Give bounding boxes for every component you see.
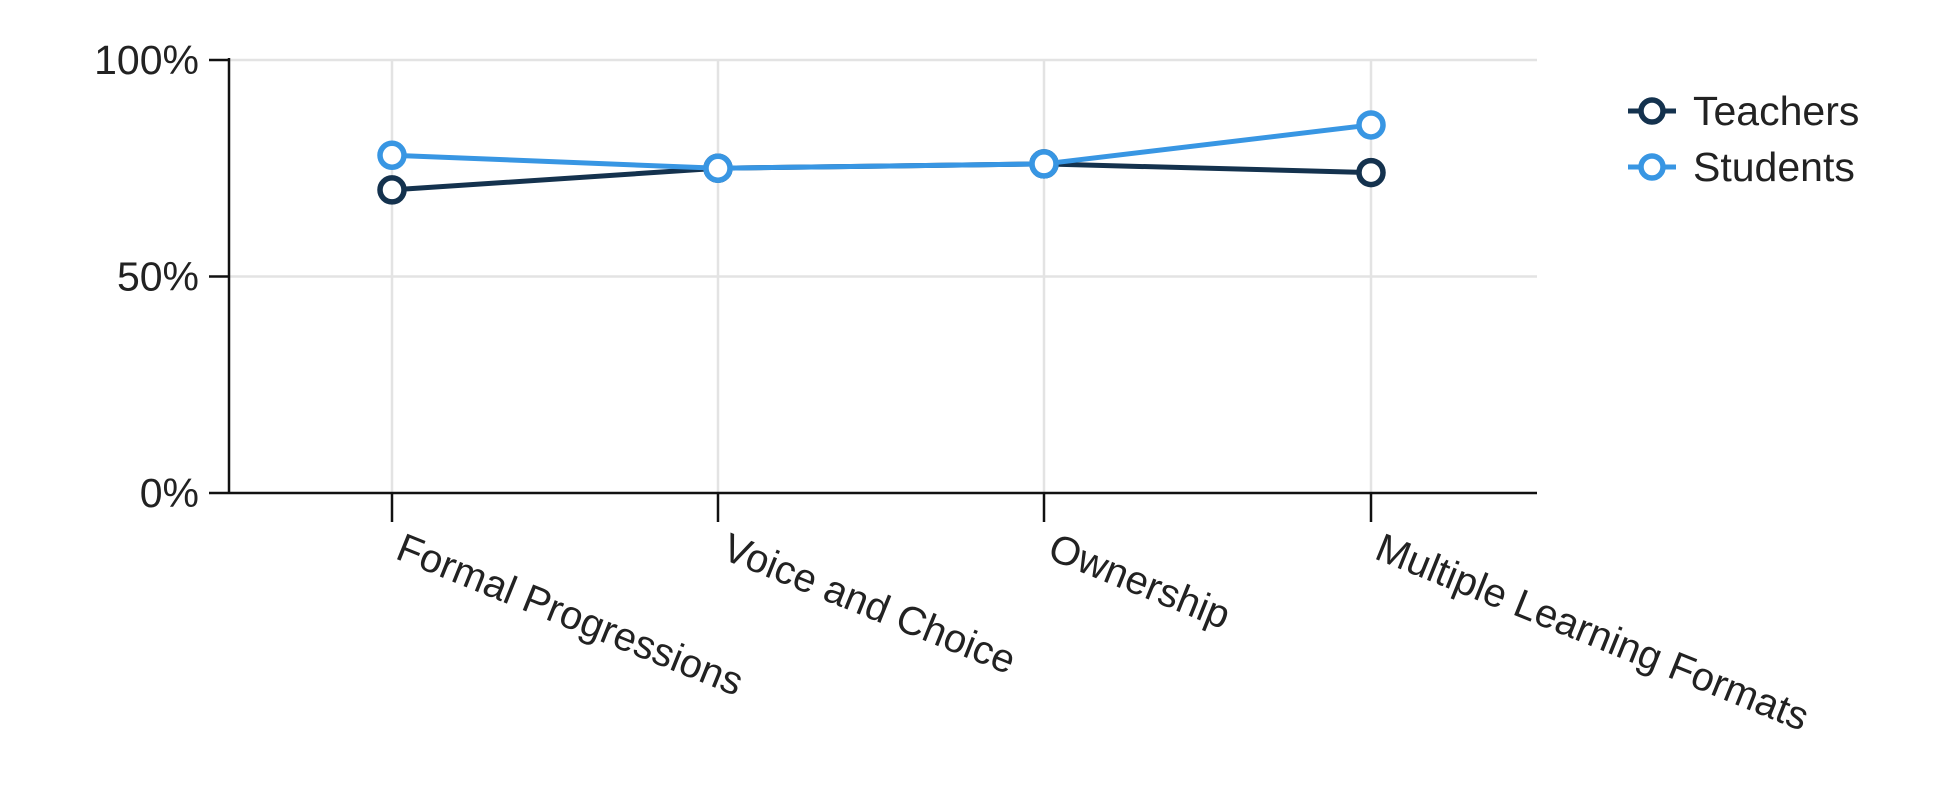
students-series-line [389,122,1374,171]
gridlines [229,58,1537,493]
series-group [377,110,1386,205]
x-tick-label: Formal Progressions [391,526,750,705]
y-axis-ticks: 0% 50% 100% [94,37,229,516]
legend-label: Students [1693,144,1855,190]
legend-item-teachers: Teachers [1628,88,1859,134]
legend-item-students: Students [1628,144,1855,190]
teachers-point [377,175,407,205]
students-point [1356,110,1386,140]
legend-marker [1638,97,1666,125]
students-point [703,153,733,183]
y-tick-label: 100% [94,37,199,83]
x-tick-label: Ownership [1043,526,1237,638]
teachers-point [1356,157,1386,188]
y-tick-label: 50% [117,254,199,300]
legend-label: Teachers [1693,88,1859,134]
x-tick-label: Multiple Learning Formats [1370,526,1815,740]
students-point [1029,149,1059,179]
legend-marker [1638,153,1666,181]
y-tick-label: 0% [140,470,199,516]
students-point [377,140,407,171]
x-tick-label: Voice and Choice [717,526,1022,683]
legend: Teachers Students [1628,88,1859,190]
